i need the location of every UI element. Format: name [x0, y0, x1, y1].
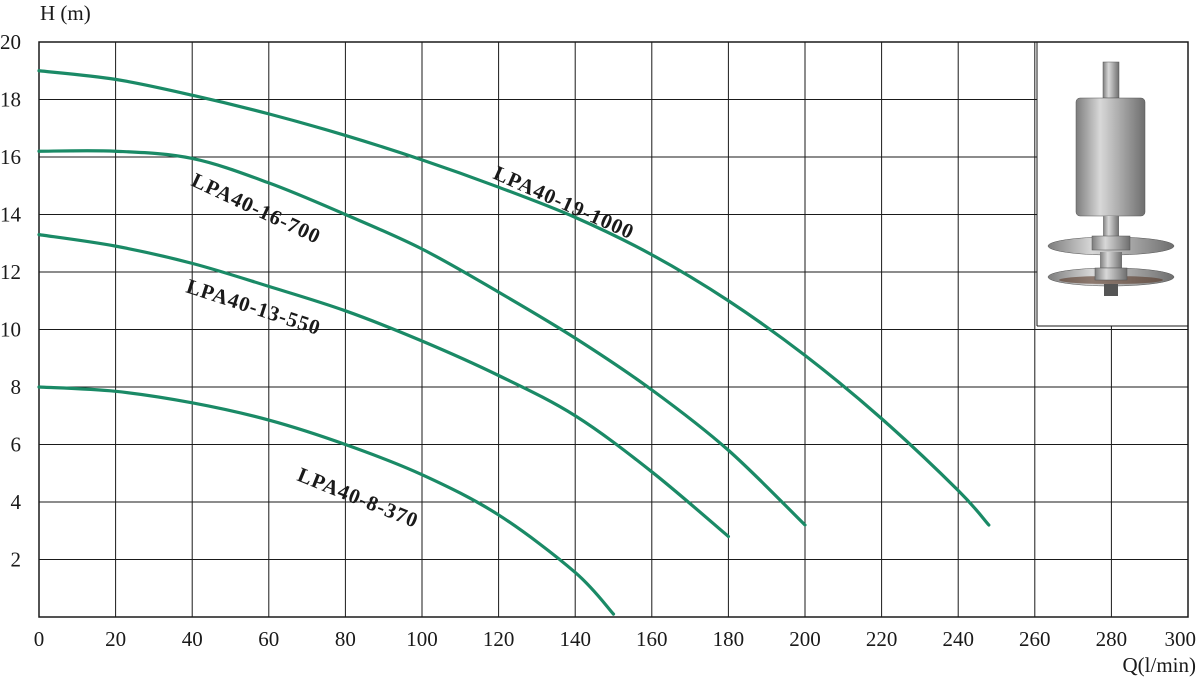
x-tick-label: 120 [483, 627, 515, 651]
x-tick-label: 200 [789, 627, 821, 651]
x-tick-label: 60 [258, 627, 279, 651]
series-line-LPA40-16-700 [37, 149, 807, 527]
y-tick-label: 14 [0, 203, 22, 227]
series-line-LPA40-13-550 [37, 233, 730, 539]
y-tick-label: 18 [0, 88, 21, 112]
pump-photo [1036, 42, 1188, 327]
y-tick-label: 2 [11, 548, 22, 572]
x-tick-label: 220 [866, 627, 898, 651]
x-tick-label: 180 [713, 627, 745, 651]
series-label-LPA40-8-370: LPA40-8-370 [294, 462, 422, 532]
x-tick-label: 300 [1165, 627, 1197, 651]
x-tick-label: 100 [406, 627, 438, 651]
series-label-LPA40-19-1000: LPA40-19-1000 [490, 161, 638, 245]
x-tick-label: 40 [182, 627, 203, 651]
y-tick-label: 6 [11, 433, 22, 457]
series-line-LPA40-19-1000 [37, 69, 991, 527]
y-axis-title: H (m) [40, 1, 91, 25]
x-tick-label: 160 [636, 627, 668, 651]
series-lines [37, 69, 991, 616]
y-tick-label: 10 [0, 318, 21, 342]
x-tick-label: 80 [335, 627, 356, 651]
x-tick-label: 0 [34, 627, 45, 651]
series-labels: LPA40-19-1000LPA40-16-700LPA40-13-550LPA… [183, 161, 638, 533]
grid-lines [39, 42, 1188, 617]
y-tick-label: 4 [11, 490, 22, 514]
y-tick-label: 20 [0, 30, 21, 54]
x-tick-label: 240 [942, 627, 974, 651]
y-tick-label: 16 [0, 145, 21, 169]
x-tick-label: 280 [1096, 627, 1128, 651]
x-tick-label: 140 [559, 627, 591, 651]
x-tick-label: 20 [105, 627, 126, 651]
x-tick-label: 260 [1019, 627, 1051, 651]
y-tick-label: 8 [11, 375, 22, 399]
series-line-LPA40-8-370 [37, 385, 616, 616]
plot-frame [38, 41, 1189, 618]
y-tick-label: 12 [0, 260, 21, 284]
series-label-LPA40-13-550: LPA40-13-550 [183, 274, 324, 340]
x-axis-title: Q(l/min) [1123, 653, 1197, 677]
